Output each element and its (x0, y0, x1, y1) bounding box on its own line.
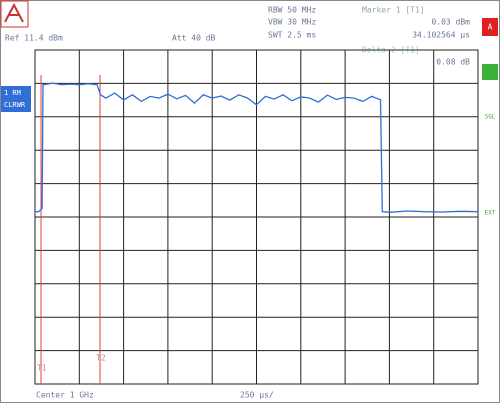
marker-title: Marker 1 [T1] (362, 6, 425, 15)
vbw: VBW 30 MHz (268, 18, 316, 27)
trace-box (1, 86, 31, 112)
side-alert (482, 18, 498, 36)
trace-mode: 1 RM (4, 89, 21, 97)
marker-label: T2 (96, 354, 106, 363)
center-freq: Center 1 GHz (36, 391, 94, 400)
marker-label: T1 (37, 364, 47, 373)
marker-level: 0.03 dBm (431, 18, 470, 27)
trace-detector: CLRWR (4, 101, 26, 109)
rbw: RBW 50 MHz (268, 6, 316, 15)
logo-mark (4, 2, 24, 23)
side-alert-label: A (488, 23, 493, 32)
grid (34, 49, 479, 385)
side-box (482, 64, 498, 80)
side-box (482, 110, 498, 124)
sweep-time: SWT 2.5 ms (268, 31, 316, 40)
marker-time: 34.102564 µs (412, 31, 470, 40)
time-per-div: 250 µs/ (240, 391, 274, 400)
side-label: SGL (485, 114, 496, 121)
attenuation: Att 40 dB (172, 34, 216, 43)
ref-level: Ref 11.4 dBm (5, 34, 63, 43)
trace (35, 82, 479, 213)
side-label: EXT (485, 210, 496, 217)
delta-level: 0.08 dB (436, 58, 470, 67)
